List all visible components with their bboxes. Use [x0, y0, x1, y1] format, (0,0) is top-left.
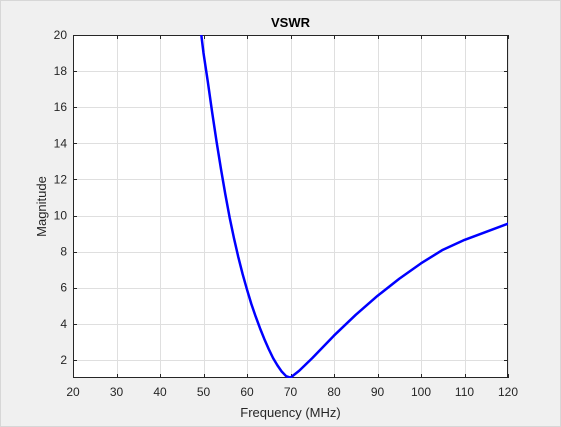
x-axis-label: Frequency (MHz): [240, 405, 340, 420]
x-tick-label-40: 40: [153, 385, 167, 399]
ticks-layer: 20 30 40 50 60 70 80 90 100 110 120 2 4 6 8 10 12 14 16 18 2…: [54, 28, 519, 399]
x-tick-label-50: 50: [197, 385, 211, 399]
y-tick-label-8: 8: [60, 245, 67, 259]
y-tick-label-12: 12: [54, 172, 68, 186]
x-tick-label-60: 60: [240, 385, 254, 399]
y-axis-label: Magnitude: [34, 176, 49, 237]
y-tick-label-6: 6: [60, 281, 67, 295]
x-tick-label-90: 90: [371, 385, 385, 399]
x-tick-label-100: 100: [411, 385, 431, 399]
x-tick-label-20: 20: [66, 385, 80, 399]
y-tick-label-18: 18: [54, 64, 68, 78]
chart-title: VSWR: [271, 15, 311, 30]
x-tick-label-30: 30: [110, 385, 124, 399]
x-tick-label-110: 110: [455, 385, 474, 399]
series-line-0: [200, 35, 508, 378]
x-tick-label-120: 120: [498, 385, 518, 399]
x-tick-label-80: 80: [327, 385, 341, 399]
x-tick-label-70: 70: [284, 385, 298, 399]
series-layer: [200, 35, 508, 378]
plot-area: [73, 35, 508, 378]
y-tick-label-4: 4: [60, 317, 67, 331]
y-tick-label-2: 2: [60, 353, 67, 367]
y-tick-label-20: 20: [54, 28, 68, 42]
y-tick-label-14: 14: [54, 136, 68, 150]
y-tick-label-10: 10: [54, 209, 68, 223]
y-tick-label-16: 16: [54, 100, 68, 114]
